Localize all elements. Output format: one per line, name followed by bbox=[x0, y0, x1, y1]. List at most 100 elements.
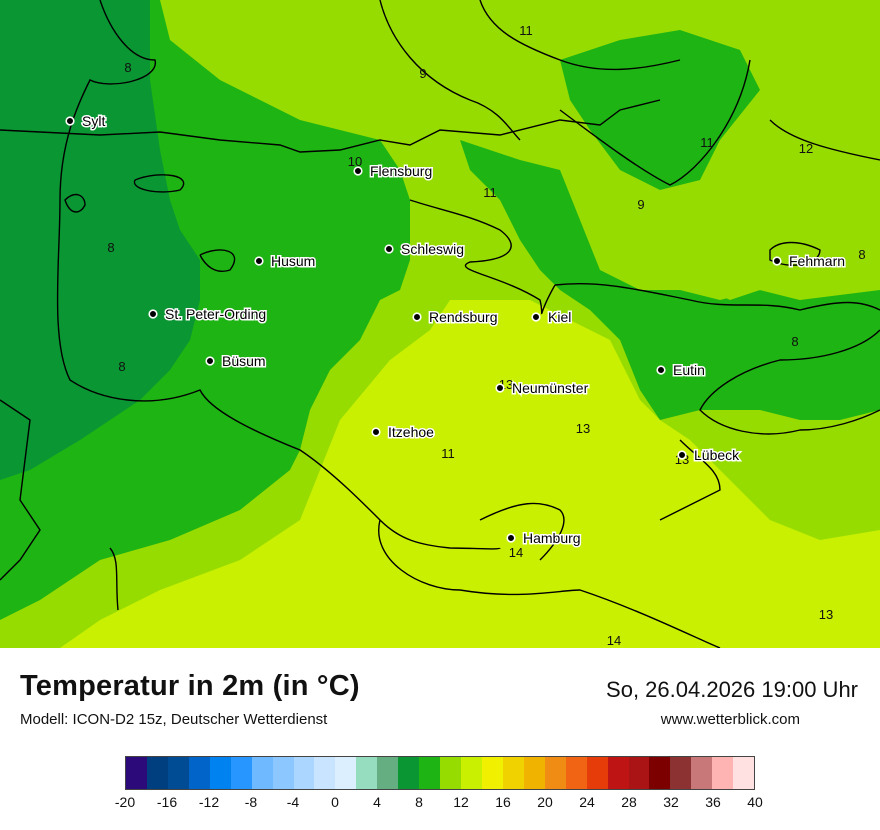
scale-tick-label: 40 bbox=[747, 794, 763, 810]
isotherm-label: 11 bbox=[519, 23, 533, 38]
scale-swatch bbox=[733, 757, 755, 789]
scale-swatch bbox=[146, 757, 168, 789]
scale-swatch bbox=[712, 757, 734, 789]
map-title: Temperatur in 2m (in °C) bbox=[20, 670, 360, 702]
valid-datetime: So, 26.04.2026 19:00 Uhr bbox=[606, 677, 858, 702]
field-12-13-east bbox=[690, 80, 880, 300]
website-link[interactable]: www.wetterblick.com bbox=[660, 711, 800, 728]
city-kiel: Kiel bbox=[531, 308, 573, 327]
city-l-beck: Lübeck bbox=[677, 446, 742, 465]
scale-tick-label: 4 bbox=[373, 794, 381, 810]
city-dot bbox=[656, 365, 666, 375]
scale-swatch bbox=[335, 757, 357, 789]
scale-swatch bbox=[377, 757, 399, 789]
city-markers: Sylt Flensburg Husum Schleswig St. Peter-Ord… bbox=[65, 112, 847, 548]
city-label: St. Peter-Ording bbox=[165, 306, 266, 322]
city-eutin: Eutin bbox=[656, 361, 706, 380]
isotherm-label: 8 bbox=[858, 247, 865, 262]
coastlines bbox=[0, 0, 880, 649]
scale-swatch bbox=[440, 757, 461, 789]
city-dot bbox=[506, 533, 516, 543]
scale-tick-label: -16 bbox=[156, 794, 178, 810]
isotherm-label: 8 bbox=[107, 240, 114, 255]
city-b-sum: Büsum bbox=[205, 352, 267, 371]
city-label: Flensburg bbox=[370, 163, 432, 179]
city-dot bbox=[677, 450, 687, 460]
city-rendsburg: Rendsburg bbox=[412, 308, 499, 327]
city-label: Itzehoe bbox=[388, 424, 434, 440]
scale-swatch bbox=[670, 757, 692, 789]
scale-swatch bbox=[649, 757, 671, 789]
city-schleswig: Schleswig bbox=[384, 240, 466, 259]
color-scale-ticks: -20 -16 -12 -8 -4 0 4 8 12 16 20 24 28 32 36 40 bbox=[115, 794, 763, 814]
city-label: Eutin bbox=[673, 362, 705, 378]
city-hamburg: Hamburg bbox=[506, 529, 582, 548]
scale-swatch bbox=[481, 757, 503, 789]
isotherm-label: 14 bbox=[607, 633, 621, 648]
temperature-map: 8119111210119888813131113141314 SyltFlen… bbox=[0, 0, 880, 649]
scale-swatch bbox=[230, 757, 252, 789]
isotherm-label: 11 bbox=[441, 446, 455, 461]
scale-swatch bbox=[628, 757, 650, 789]
scale-swatch bbox=[691, 757, 713, 789]
isotherm-label: 11 bbox=[483, 185, 497, 200]
city-label: Hamburg bbox=[523, 530, 581, 546]
scale-swatch bbox=[167, 757, 189, 789]
color-scale bbox=[125, 756, 755, 790]
isotherm-label: 11 bbox=[700, 135, 714, 150]
city-dot bbox=[148, 309, 158, 319]
city-sylt: Sylt bbox=[65, 112, 107, 131]
city-dot bbox=[371, 427, 381, 437]
scale-swatch bbox=[314, 757, 336, 789]
scale-swatch bbox=[272, 757, 294, 789]
scale-swatch bbox=[293, 757, 315, 789]
model-subtitle: Modell: ICON-D2 15z, Deutscher Wetterdie… bbox=[20, 711, 328, 728]
isotherm-label: 8 bbox=[118, 359, 125, 374]
scale-swatch bbox=[607, 757, 629, 789]
scale-tick-label: 8 bbox=[415, 794, 423, 810]
isotherm-label: 8 bbox=[791, 334, 798, 349]
scale-tick-label: 36 bbox=[705, 794, 721, 810]
city-label: Sylt bbox=[82, 113, 105, 129]
footer: Temperatur in 2m (in °C) Modell: ICON-D2… bbox=[0, 648, 880, 830]
scale-swatch bbox=[126, 757, 147, 789]
scale-swatch bbox=[398, 757, 420, 789]
field-10-11-west bbox=[0, 0, 200, 480]
scale-swatch bbox=[188, 757, 210, 789]
city-label: Husum bbox=[271, 253, 315, 269]
city-neum-nster: Neumünster bbox=[495, 379, 590, 398]
scale-tick-label: 16 bbox=[495, 794, 511, 810]
scale-swatch bbox=[502, 757, 524, 789]
scale-tick-label: -4 bbox=[286, 794, 300, 810]
city-fehmarn: Fehmarn bbox=[772, 252, 847, 271]
scale-tick-label: 28 bbox=[621, 794, 637, 810]
city-dot bbox=[772, 256, 782, 266]
isotherm-label: 13 bbox=[576, 421, 590, 436]
scale-swatch bbox=[419, 757, 441, 789]
scale-swatch bbox=[251, 757, 273, 789]
scale-tick-label: -12 bbox=[198, 794, 220, 810]
isotherm-label: 8 bbox=[124, 60, 131, 75]
city-label: Büsum bbox=[222, 353, 266, 369]
scale-swatch bbox=[565, 757, 587, 789]
city-dot bbox=[495, 383, 505, 393]
city-label: Lübeck bbox=[694, 447, 740, 463]
city-label: Schleswig bbox=[401, 241, 464, 257]
scale-swatch bbox=[586, 757, 608, 789]
field-11-12-east bbox=[460, 140, 880, 420]
city-dot bbox=[254, 256, 264, 266]
map-svg: 8119111210119888813131113141314 SyltFlen… bbox=[0, 0, 880, 649]
isotherm-label: 10 bbox=[348, 154, 362, 169]
scale-tick-label: -8 bbox=[244, 794, 258, 810]
scale-tick-label: 12 bbox=[453, 794, 469, 810]
city-itzehoe: Itzehoe bbox=[371, 423, 436, 442]
city-label: Kiel bbox=[548, 309, 571, 325]
city-dot bbox=[412, 312, 422, 322]
city-dot bbox=[531, 312, 541, 322]
scale-swatch bbox=[461, 757, 482, 789]
scale-swatch bbox=[356, 757, 378, 789]
scale-tick-label: -20 bbox=[114, 794, 136, 810]
isotherm-label: 9 bbox=[637, 197, 644, 212]
city-label: Rendsburg bbox=[429, 309, 498, 325]
scale-swatch bbox=[544, 757, 566, 789]
